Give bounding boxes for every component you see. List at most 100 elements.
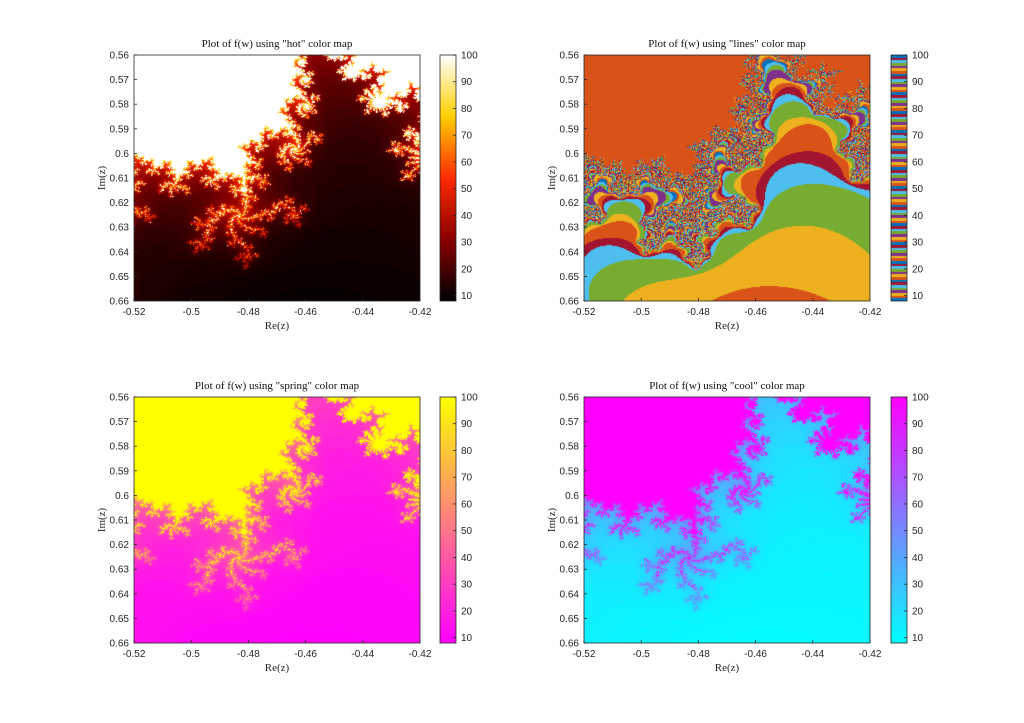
x-tick-label: -0.52	[123, 649, 146, 660]
colorbar-tick-label: 40	[461, 211, 473, 222]
heatmap-image	[584, 55, 870, 301]
y-tick-label: 0.61	[110, 174, 130, 185]
y-tick-label: 0.65	[560, 614, 580, 625]
y-tick-label: 0.56	[110, 393, 130, 404]
colorbar-tick-label: 80	[461, 104, 473, 115]
colorbar-tick-label: 80	[912, 446, 924, 457]
x-tick-label: -0.44	[351, 307, 374, 318]
colorbar-tick-label: 10	[461, 291, 473, 302]
colorbar-tick-label: 90	[461, 77, 473, 88]
y-tick-label: 0.65	[110, 614, 130, 625]
chart-panel-cool: -0.52 -0.5 -0.48 -0.46 -0.44 -0.42 0.56 0.57 0.5…	[546, 380, 929, 674]
x-tick-label: -0.48	[687, 649, 710, 660]
colorbar-tick-label: 100	[461, 51, 478, 62]
colorbar-tick-label: 10	[461, 633, 473, 644]
y-tick-label: 0.62	[110, 198, 130, 209]
y-tick-label: 0.63	[110, 223, 130, 234]
x-tick-label: -0.48	[237, 307, 260, 318]
y-tick-label: 0.63	[110, 565, 130, 576]
colorbar-tick-label: 50	[912, 526, 924, 537]
colorbar-tick-label: 10	[912, 633, 924, 644]
colorbar-frame	[890, 54, 908, 302]
y-tick-label: 0.58	[560, 100, 580, 111]
colorbar-tick-label: 90	[912, 77, 924, 88]
y-tick-label: 0.62	[110, 540, 130, 551]
x-axis-label: Re(z)	[265, 662, 290, 674]
y-tick-label: 0.56	[560, 393, 580, 404]
y-tick-label: 0.64	[560, 247, 580, 258]
y-tick-label: 0.62	[560, 198, 580, 209]
colorbar-tick-label: 80	[461, 446, 473, 457]
x-tick-label: -0.42	[859, 649, 882, 660]
x-tick-label: -0.46	[744, 649, 767, 660]
y-tick-label: 0.66	[560, 639, 580, 650]
x-tick-label: -0.46	[744, 307, 767, 318]
x-tick-label: -0.44	[801, 307, 824, 318]
y-tick-label: 0.58	[560, 442, 580, 453]
colorbar-tick-label: 30	[461, 238, 473, 249]
colorbar-tick-label: 60	[461, 157, 473, 168]
y-tick-label: 0.63	[560, 565, 580, 576]
colorbar-frame	[890, 396, 908, 644]
colorbar-tick-label: 80	[912, 104, 924, 115]
y-tick-label: 0.61	[110, 516, 130, 527]
y-axis-label: Im(z)	[546, 165, 558, 190]
x-tick-label: -0.52	[123, 307, 146, 318]
x-tick-label: -0.42	[409, 307, 432, 318]
colorbar-frame	[439, 396, 457, 644]
colorbar-tick-label: 70	[461, 131, 473, 142]
colorbar	[891, 55, 907, 301]
x-tick-label: -0.44	[801, 649, 824, 660]
x-tick-label: -0.5	[633, 307, 651, 318]
x-tick-label: -0.46	[294, 307, 317, 318]
colorbar-tick-label: 30	[912, 580, 924, 591]
y-tick-label: 0.6	[115, 149, 129, 160]
y-tick-label: 0.61	[560, 516, 580, 527]
y-tick-label: 0.59	[110, 124, 130, 135]
y-axis-label: Im(z)	[96, 507, 108, 532]
colorbar-tick-label: 60	[912, 157, 924, 168]
colorbar-frame	[439, 54, 457, 302]
colorbar-tick-label: 50	[461, 526, 473, 537]
colorbar-tick-label: 50	[461, 184, 473, 195]
colorbar-tick-label: 20	[912, 606, 924, 617]
y-tick-label: 0.66	[560, 297, 580, 308]
colorbar-tick-label: 90	[461, 419, 473, 430]
y-tick-label: 0.58	[110, 442, 130, 453]
y-tick-label: 0.65	[110, 272, 130, 283]
y-axis-label: Im(z)	[546, 507, 558, 532]
y-tick-label: 0.57	[560, 417, 580, 428]
x-tick-label: -0.52	[573, 649, 596, 660]
x-axis-label: Re(z)	[265, 320, 290, 332]
colorbar-tick-label: 100	[461, 393, 478, 404]
colorbar	[891, 397, 907, 643]
colorbar-tick-label: 30	[461, 580, 473, 591]
colorbar-tick-label: 90	[912, 419, 924, 430]
chart-panel-lines: -0.52 -0.5 -0.48 -0.46 -0.44 -0.42 0.56 0.57 0.5…	[546, 38, 929, 332]
heatmap-image	[584, 397, 870, 643]
y-tick-label: 0.59	[560, 466, 580, 477]
y-tick-label: 0.59	[110, 466, 130, 477]
colorbar	[440, 397, 456, 643]
colorbar-tick-label: 40	[912, 211, 924, 222]
y-tick-label: 0.6	[565, 149, 579, 160]
y-tick-label: 0.64	[110, 247, 130, 258]
y-tick-label: 0.66	[110, 297, 130, 308]
x-tick-label: -0.42	[859, 307, 882, 318]
y-tick-label: 0.62	[560, 540, 580, 551]
colorbar-tick-label: 50	[912, 184, 924, 195]
colorbar-tick-label: 70	[912, 131, 924, 142]
y-tick-label: 0.6	[565, 491, 579, 502]
y-tick-label: 0.59	[560, 124, 580, 135]
colorbar-tick-label: 40	[461, 553, 473, 564]
x-tick-label: -0.48	[237, 649, 260, 660]
colorbar	[440, 55, 456, 301]
x-tick-label: -0.48	[687, 307, 710, 318]
colorbar-tick-label: 100	[912, 51, 929, 62]
y-tick-label: 0.64	[110, 589, 130, 600]
y-tick-label: 0.57	[110, 75, 130, 86]
x-tick-label: -0.5	[633, 649, 651, 660]
y-tick-label: 0.58	[110, 100, 130, 111]
x-tick-label: -0.5	[183, 649, 201, 660]
y-tick-label: 0.57	[110, 417, 130, 428]
